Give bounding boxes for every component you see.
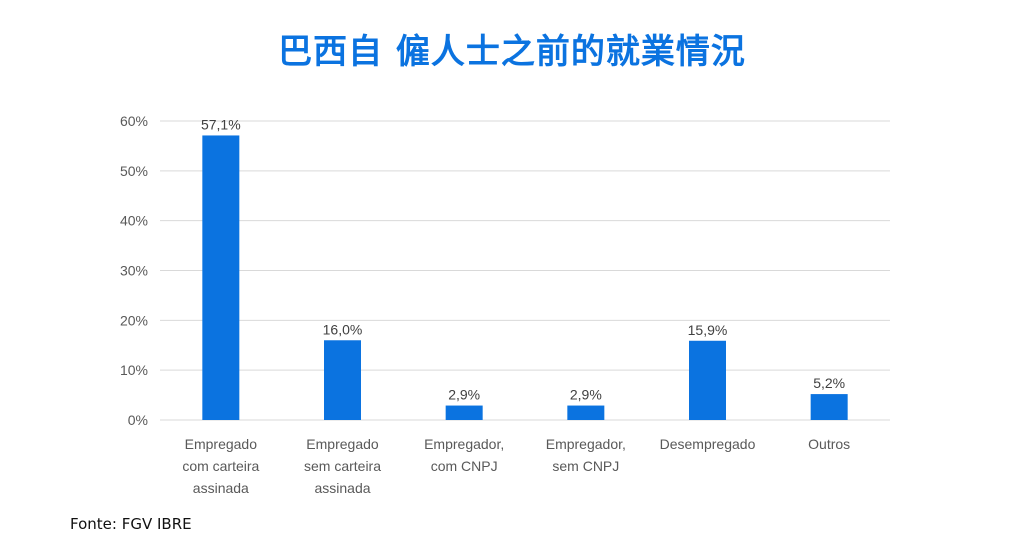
x-tick-label: Empregado [306,436,379,452]
x-tick-label: Empregado [185,436,258,452]
x-tick-label: Outros [808,436,850,452]
data-label: 15,9% [688,322,728,338]
chart-title: 巴西自 僱人士之前的就業情況 [278,32,746,72]
source-note: Fonte: FGV IBRE [70,515,192,533]
x-tick-label: com carteira [182,458,259,474]
y-tick-label: 40% [120,213,148,229]
data-label: 16,0% [323,321,363,337]
bar [202,135,240,420]
x-tick-label: sem CNPJ [552,458,619,474]
y-tick-label: 30% [120,263,148,279]
y-tick-label: 60% [120,113,148,129]
x-tick-label: Desempregado [660,436,756,452]
x-tick-label: assinada [314,480,370,496]
bar [324,340,361,420]
y-tick-label: 0% [128,412,148,428]
bar [810,394,848,420]
x-tick-label: Empregador, [424,436,504,452]
data-label: 2,9% [570,387,602,403]
y-tick-label: 20% [120,312,148,328]
x-tick-label: com CNPJ [431,458,498,474]
y-tick-label: 10% [120,362,148,378]
data-label: 2,9% [448,387,480,403]
data-label: 57,1% [201,116,241,132]
x-tick-label: sem carteira [304,458,381,474]
data-label: 5,2% [813,375,845,391]
bar [567,405,605,420]
x-tick-label: Empregador, [546,436,626,452]
bar [445,405,483,420]
bar [689,340,726,420]
x-tick-label: assinada [193,480,249,496]
y-tick-label: 50% [120,163,148,179]
